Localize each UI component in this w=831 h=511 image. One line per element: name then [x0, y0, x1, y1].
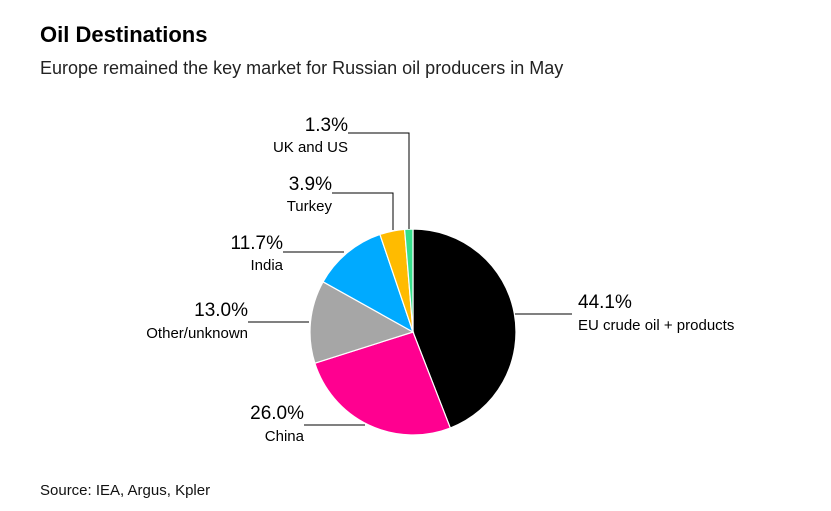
data-label-india: 11.7% — [231, 233, 284, 254]
category-label-china: China — [265, 428, 305, 445]
data-label-other-unknown: 13.0% — [194, 300, 248, 321]
data-label-turkey: 3.9% — [289, 174, 332, 195]
pie-slice-china — [314, 331, 452, 436]
pie-slice-india — [322, 233, 415, 334]
category-label-eu-crude-oil-products: EU crude oil + products — [578, 317, 734, 334]
category-label-turkey: Turkey — [287, 198, 333, 215]
data-label-uk-and-us: 1.3% — [305, 115, 348, 136]
pie-slice-other-unknown — [309, 280, 415, 364]
source-note: Source: IEA, Argus, Kpler — [40, 482, 211, 499]
category-label-india: India — [250, 257, 283, 274]
pie-slice-eu-crude-oil-products — [412, 228, 517, 429]
leader-line-turkey — [332, 192, 394, 230]
category-label-other-unknown: Other/unknown — [146, 325, 248, 342]
data-label-eu-crude-oil-products: 44.1% — [578, 292, 632, 313]
data-label-china: 26.0% — [250, 403, 304, 424]
category-label-uk-and-us: UK and US — [273, 139, 348, 156]
leader-line-uk-and-us — [348, 132, 410, 229]
chart-subtitle: Europe remained the key market for Russi… — [40, 58, 564, 78]
chart-title: Oil Destinations — [40, 22, 208, 47]
pie-slice-uk-and-us — [403, 228, 414, 333]
